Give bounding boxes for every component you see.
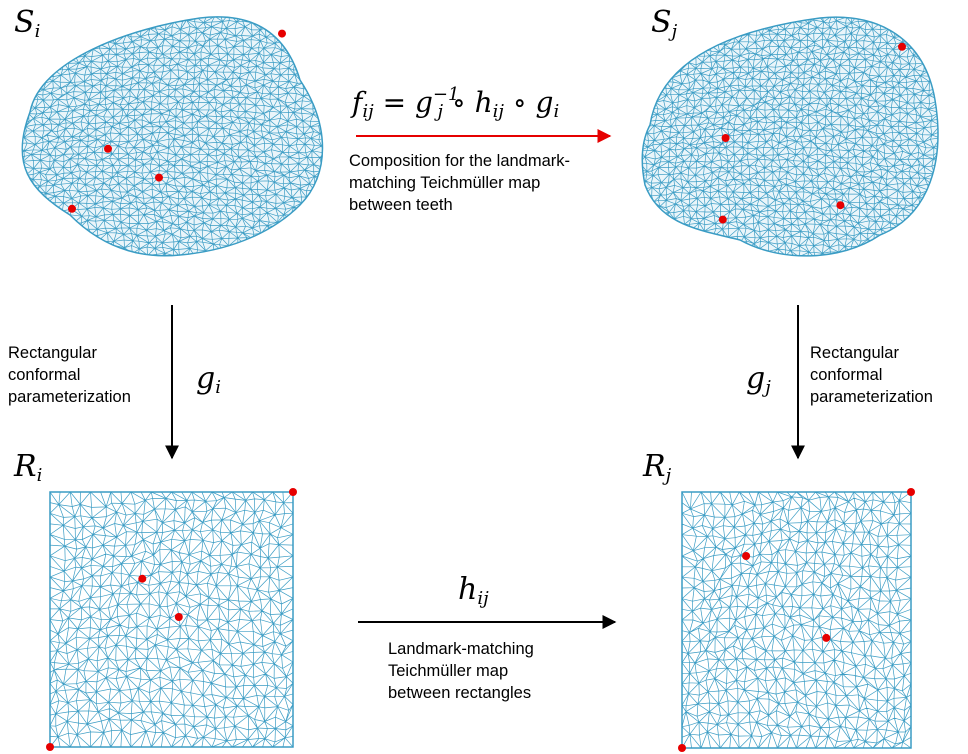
landmarks-rj xyxy=(678,488,915,752)
label-g-i: gi xyxy=(196,361,221,398)
label-s-i: Si xyxy=(14,5,41,42)
landmark-point xyxy=(155,173,163,182)
landmark-point xyxy=(907,488,915,496)
landmarks-j xyxy=(718,42,906,224)
tooth-mesh-i xyxy=(21,16,324,257)
landmark-point xyxy=(898,42,906,51)
mesh-edges xyxy=(682,492,911,748)
landmark-point xyxy=(289,488,297,496)
landmark-point xyxy=(68,204,76,213)
landmarks-ri xyxy=(46,488,297,751)
caption-left-param: Rectangular conformal parameterization xyxy=(8,344,131,406)
landmark-point xyxy=(822,633,831,642)
landmark-point xyxy=(104,144,112,153)
caption-composition: Composition for the landmark- matching T… xyxy=(349,152,571,214)
label-g-j: gj xyxy=(746,361,771,398)
rectangle-mesh-i xyxy=(46,488,297,751)
mesh-lines-ri xyxy=(50,492,293,747)
rectangle-mesh-j xyxy=(678,488,915,752)
landmark-point xyxy=(678,744,686,752)
label-h-ij: hij xyxy=(458,572,489,609)
caption-right-param: Rectangular conformal parameterization xyxy=(810,344,933,406)
label-s-j: Sj xyxy=(651,5,678,42)
mesh-lines-rj xyxy=(682,492,911,748)
landmark-point xyxy=(174,613,183,621)
landmark-point xyxy=(718,215,727,224)
caption-bottom-map: Landmark-matching Teichmüller map betwee… xyxy=(388,640,534,702)
landmark-point xyxy=(836,201,845,210)
landmark-point xyxy=(742,552,751,560)
landmark-point xyxy=(278,29,286,38)
label-r-i: Ri xyxy=(14,449,43,486)
landmarks-i xyxy=(68,29,286,213)
tooth-mesh-j xyxy=(641,16,939,257)
landmark-point xyxy=(46,743,54,751)
mesh-edges xyxy=(50,492,293,747)
landmark-point xyxy=(721,134,730,142)
formula-f-ij: fij = g−1j ∘ hij ∘ gi xyxy=(352,84,560,122)
landmark-point xyxy=(138,574,147,583)
label-r-j: Rj xyxy=(643,449,672,486)
